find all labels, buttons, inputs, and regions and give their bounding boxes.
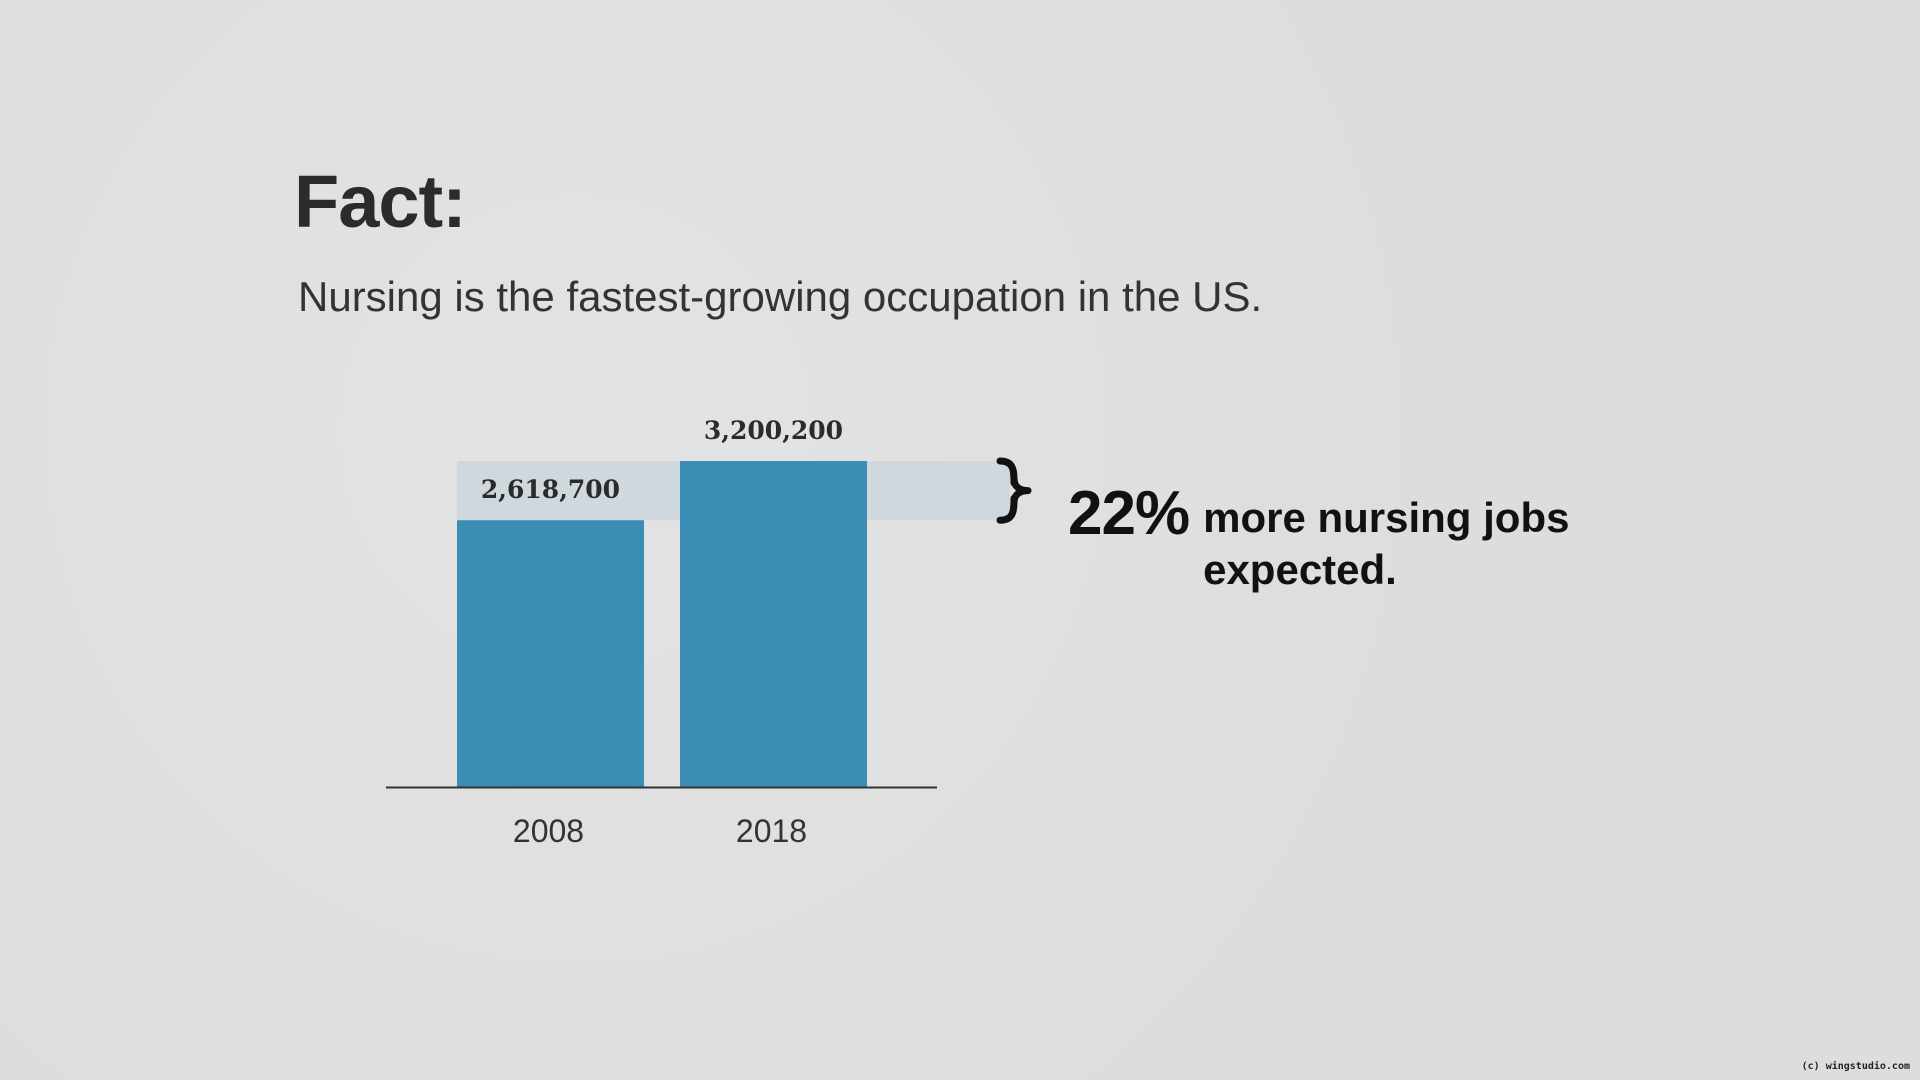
growth-text: more nursing jobs expected. — [1203, 492, 1569, 596]
growth-callout: 22% more nursing jobs expected. — [1068, 478, 1569, 596]
growth-percent: 22% — [1068, 479, 1190, 548]
growth-text-line2: expected. — [1203, 546, 1397, 593]
watermark: (c) wingstudio.com — [1801, 1061, 1910, 1072]
data-label-2018: 3,200,200 — [704, 416, 843, 445]
slide-subtitle: Nursing is the fastest-growing occupatio… — [298, 273, 1263, 320]
growth-text-line1: more nursing jobs — [1203, 494, 1570, 541]
bar-2008 — [457, 520, 644, 787]
slide-title: Fact: — [294, 160, 467, 243]
bar-2018 — [680, 461, 867, 787]
tick-label-2018: 2018 — [736, 813, 807, 849]
tick-label-2008: 2008 — [513, 813, 584, 849]
data-label-2008: 2,618,700 — [481, 475, 620, 504]
curly-brace-icon — [996, 457, 1032, 524]
